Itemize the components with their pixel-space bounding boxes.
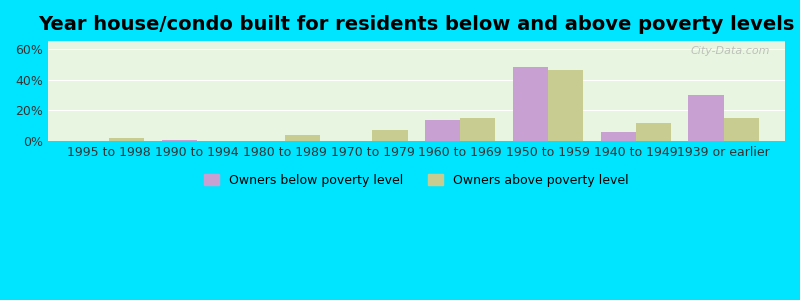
Bar (548, 70, 583, 141)
Bar (460, 118, 495, 141)
Bar (513, 67, 548, 141)
Bar (373, 130, 407, 141)
Bar (636, 123, 671, 141)
Bar (601, 132, 636, 141)
Legend: Owners below poverty level, Owners above poverty level: Owners below poverty level, Owners above… (204, 174, 629, 187)
Title: Year house/condo built for residents below and above poverty levels: Year house/condo built for residents bel… (38, 15, 794, 34)
Bar (723, 118, 758, 141)
Bar (162, 140, 197, 141)
Text: City-Data.com: City-Data.com (690, 46, 770, 56)
Bar (425, 120, 460, 141)
Bar (689, 95, 723, 141)
Bar (285, 135, 320, 141)
Bar (109, 138, 144, 141)
